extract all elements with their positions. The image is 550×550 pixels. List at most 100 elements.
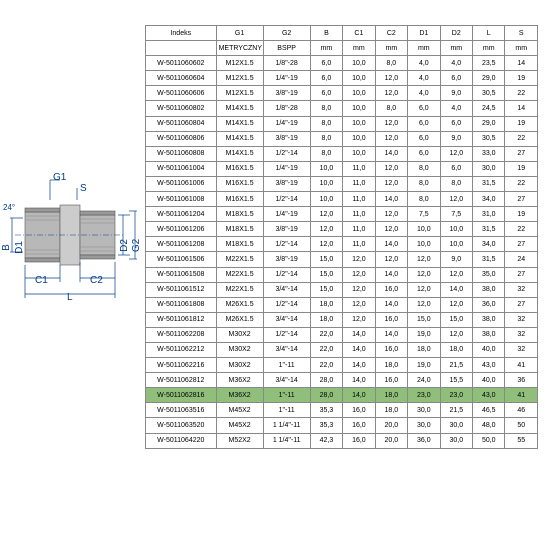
table-cell: 24,0 xyxy=(408,373,440,388)
table-cell: 12,0 xyxy=(375,161,407,176)
col-header: G1 xyxy=(216,26,263,41)
table-cell: 22,0 xyxy=(310,327,342,342)
table-cell: 35,3 xyxy=(310,403,342,418)
table-cell: 16,0 xyxy=(343,403,375,418)
table-cell: M52X2 xyxy=(216,433,263,448)
table-cell: 3/4"-14 xyxy=(263,373,310,388)
table-cell: 43,0 xyxy=(473,388,505,403)
table-cell: 8,0 xyxy=(408,192,440,207)
col-header: D1 xyxy=(408,26,440,41)
table-row: W-5011060802M14X1.51/8"-288,010,08,06,04… xyxy=(146,101,538,116)
table-cell: 14,0 xyxy=(375,192,407,207)
table-cell: 27 xyxy=(505,237,538,252)
table-cell: 4,0 xyxy=(408,86,440,101)
table-cell: M14X1.5 xyxy=(216,146,263,161)
table-cell: 10,0 xyxy=(343,101,375,116)
table-cell: 36 xyxy=(505,373,538,388)
table-cell: W-5011060804 xyxy=(146,116,217,131)
table-cell: 24 xyxy=(505,252,538,267)
table-cell: 3/8"-19 xyxy=(263,176,310,191)
table-cell: 29,0 xyxy=(473,71,505,86)
table-cell: 27 xyxy=(505,297,538,312)
table-row: W-5011061206M18X1.53/8"-1912,011,012,010… xyxy=(146,222,538,237)
table-cell: 40,0 xyxy=(473,342,505,357)
table-cell: 3/8"-19 xyxy=(263,131,310,146)
table-cell: 12,0 xyxy=(343,312,375,327)
table-cell: 1/4"-19 xyxy=(263,116,310,131)
table-cell: 23,0 xyxy=(408,388,440,403)
col-header: D2 xyxy=(440,26,472,41)
table-cell: M18X1.5 xyxy=(216,207,263,222)
table-cell: 50 xyxy=(505,418,538,433)
table-cell: 34,0 xyxy=(473,192,505,207)
table-cell: M36X2 xyxy=(216,388,263,403)
table-cell: W-5011061508 xyxy=(146,267,217,282)
table-cell: W-5011061004 xyxy=(146,161,217,176)
table-cell: 21,5 xyxy=(440,358,472,373)
table-cell: 8,0 xyxy=(310,131,342,146)
table-cell: W-5011062212 xyxy=(146,342,217,357)
table-cell: 38,0 xyxy=(473,282,505,297)
table-cell: 34,0 xyxy=(473,237,505,252)
table-cell: 30,5 xyxy=(473,86,505,101)
table-cell: 22,0 xyxy=(310,358,342,373)
table-cell: 18,0 xyxy=(310,312,342,327)
table-cell: W-5011061512 xyxy=(146,282,217,297)
table-cell: 1/2"-14 xyxy=(263,327,310,342)
table-cell: W-5011060606 xyxy=(146,86,217,101)
table-cell: 12,0 xyxy=(440,267,472,282)
table-cell: 31,5 xyxy=(473,252,505,267)
col-subheader: mm xyxy=(440,41,472,56)
table-cell: 30,0 xyxy=(473,161,505,176)
table-cell: W-5011061204 xyxy=(146,207,217,222)
table-row: W-5011060602M12X1.51/8"-286,010,08,04,04… xyxy=(146,56,538,71)
table-cell: 14 xyxy=(505,101,538,116)
table-cell: M16X1.5 xyxy=(216,192,263,207)
table-cell: 19 xyxy=(505,207,538,222)
table-cell: 12,0 xyxy=(440,192,472,207)
table-cell: 6,0 xyxy=(310,86,342,101)
table-cell: 12,0 xyxy=(440,146,472,161)
table-cell: 9,0 xyxy=(440,86,472,101)
table-row: W-5011062208M30X21/2"-1422,014,014,019,0… xyxy=(146,327,538,342)
table-cell: 3/8"-19 xyxy=(263,86,310,101)
col-subheader: mm xyxy=(343,41,375,56)
table-cell: 10,0 xyxy=(343,71,375,86)
table-cell: M12X1.5 xyxy=(216,56,263,71)
col-subheader: mm xyxy=(505,41,538,56)
table-cell: 10,0 xyxy=(408,222,440,237)
table-cell: 22 xyxy=(505,131,538,146)
table-cell: 8,0 xyxy=(408,176,440,191)
table-cell: M18X1.5 xyxy=(216,222,263,237)
table-cell: 12,0 xyxy=(408,282,440,297)
table-cell: 6,0 xyxy=(408,116,440,131)
table-cell: 12,0 xyxy=(343,267,375,282)
table-cell: W-5011064220 xyxy=(146,433,217,448)
table-cell: 32 xyxy=(505,342,538,357)
table-cell: 16,0 xyxy=(375,312,407,327)
table-cell: 1/4"-19 xyxy=(263,207,310,222)
table-cell: 1 1/4"-11 xyxy=(263,433,310,448)
table-cell: M14X1.5 xyxy=(216,131,263,146)
table-cell: 1/2"-14 xyxy=(263,267,310,282)
table-cell: M12X1.5 xyxy=(216,71,263,86)
table-row: W-5011060804M14X1.51/4"-198,010,012,06,0… xyxy=(146,116,538,131)
table-cell: 1/2"-14 xyxy=(263,237,310,252)
table-row: W-5011063520M45X21 1/4"-1135,316,020,030… xyxy=(146,418,538,433)
label-g1: G1 xyxy=(53,172,66,183)
col-subheader: mm xyxy=(375,41,407,56)
col-subheader xyxy=(146,41,217,56)
table-cell: 22,0 xyxy=(310,342,342,357)
table-cell: 1/8"-28 xyxy=(263,101,310,116)
table-row: W-5011062216M30X21"-1122,014,018,019,021… xyxy=(146,358,538,373)
table-cell: 19,0 xyxy=(408,327,440,342)
table-cell: M30X2 xyxy=(216,327,263,342)
table-cell: 1/2"-14 xyxy=(263,192,310,207)
table-cell: 30,0 xyxy=(440,418,472,433)
table-cell: 30,0 xyxy=(408,403,440,418)
table-row: W-5011064220M52X21 1/4"-1142,316,020,036… xyxy=(146,433,538,448)
table-cell: 14,0 xyxy=(375,297,407,312)
table-cell: 12,0 xyxy=(375,207,407,222)
col-header: L xyxy=(473,26,505,41)
table-cell: 16,0 xyxy=(343,433,375,448)
